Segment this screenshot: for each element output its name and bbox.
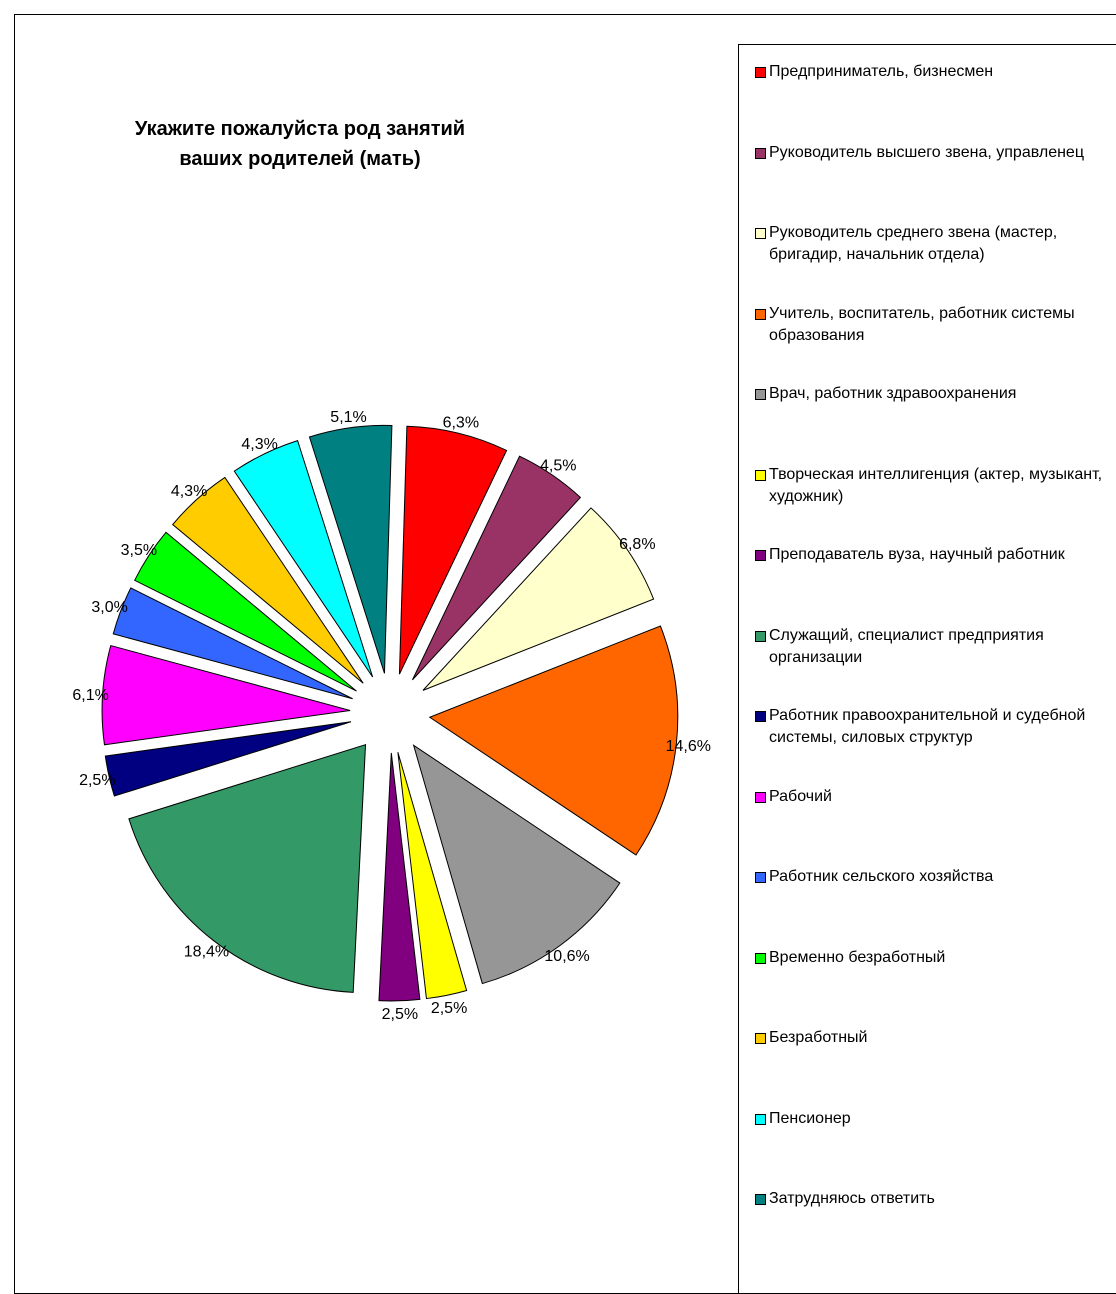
legend-label: Врач, работник здравоохранения bbox=[769, 385, 1017, 402]
legend-label: Предприниматель, бизнесмен bbox=[769, 63, 994, 80]
pie-slice bbox=[128, 743, 367, 993]
legend-swatch bbox=[755, 469, 766, 481]
pie-slice bbox=[397, 752, 468, 1000]
legend-label: Руководитель среднего звена (мастер, бри… bbox=[769, 224, 1058, 263]
slice-label: 2,5% bbox=[431, 1000, 467, 1017]
pie-slice bbox=[412, 744, 621, 985]
pie-chart: 6,3% 4,5% 6,8% 14,6% 10,6% 2,5% 2,5% 18,4% 2,5% 6… bbox=[72, 409, 711, 1023]
legend-swatch bbox=[755, 308, 766, 320]
legend-swatch bbox=[755, 1033, 766, 1044]
legend-swatch bbox=[755, 147, 766, 159]
slice-label: 14,6% bbox=[666, 738, 711, 755]
legend-label: Служащий, специалист предприятия организ… bbox=[769, 626, 1044, 666]
chart-title: Укажите пожалуйста род занятий ваших род… bbox=[134, 118, 466, 170]
slice-label: 2,5% bbox=[382, 1006, 418, 1023]
legend-label: Работник сельского хозяйства bbox=[769, 868, 994, 885]
legend-item: Врач, работник здравоохранения bbox=[755, 383, 1116, 405]
pie-slice bbox=[104, 721, 352, 797]
slice-label: 18,4% bbox=[184, 943, 229, 960]
legend-swatch bbox=[755, 550, 766, 561]
legend-label: Учитель, воспитатель, работник системы о… bbox=[769, 304, 1075, 344]
legend-label: Затрудняюсь ответить bbox=[769, 1190, 935, 1207]
pie-slice bbox=[378, 752, 421, 1002]
legend-swatch bbox=[755, 228, 766, 239]
legend-item: Работник сельского хозяйства bbox=[755, 866, 1116, 888]
legend-item: Пенсионер bbox=[755, 1108, 1116, 1130]
pie-slice bbox=[133, 531, 357, 692]
slice-label: 2,5% bbox=[79, 772, 115, 789]
legend-item: Руководитель среднего звена (мастер, бри… bbox=[755, 222, 1116, 266]
legend-item: Служащий, специалист предприятия организ… bbox=[755, 625, 1116, 669]
pie-slice bbox=[112, 587, 353, 700]
legend-label: Работник правоохранительной и судебной с… bbox=[769, 707, 1086, 746]
legend-swatch bbox=[755, 1113, 766, 1125]
pie-slice bbox=[398, 425, 508, 675]
legend-swatch bbox=[755, 952, 766, 964]
legend-item: Безработный bbox=[755, 1027, 1116, 1049]
slice-label: 3,0% bbox=[91, 599, 127, 616]
legend-label: Временно безработный bbox=[769, 948, 946, 966]
legend-label: Рабочий bbox=[769, 787, 832, 805]
legend-swatch bbox=[755, 1194, 766, 1205]
legend-item: Временно безработный bbox=[755, 947, 1116, 969]
legend-swatch bbox=[755, 67, 766, 78]
slice-label: 4,5% bbox=[540, 458, 576, 475]
slice-label: 3,5% bbox=[121, 542, 157, 559]
pie-slice bbox=[101, 644, 351, 746]
legend-label: Творческая интеллигенция (актер, музыкан… bbox=[769, 465, 1103, 505]
legend: Предприниматель, бизнесмен Руководитель в… bbox=[738, 44, 1116, 1294]
slice-label: 6,8% bbox=[619, 536, 655, 553]
slice-label: 4,3% bbox=[241, 436, 277, 453]
legend-item: Затрудняюсь ответить bbox=[755, 1188, 1116, 1210]
legend-label: Руководитель высшего звена, управленец bbox=[769, 143, 1084, 161]
legend-item: Рабочий bbox=[755, 786, 1116, 808]
pie-slice bbox=[233, 439, 374, 678]
pie-slice bbox=[422, 507, 655, 691]
legend-label: Пенсионер bbox=[769, 1109, 851, 1127]
legend-label: Безработный bbox=[769, 1029, 868, 1046]
legend-swatch bbox=[755, 630, 766, 642]
legend-swatch bbox=[755, 791, 766, 803]
slice-label: 6,3% bbox=[443, 414, 479, 431]
legend-item: Преподаватель вуза, научный работник bbox=[755, 544, 1116, 566]
pie-slice bbox=[428, 625, 679, 856]
slice-label: 6,1% bbox=[72, 687, 108, 704]
pie-slice bbox=[308, 424, 393, 674]
legend-item: Предприниматель, бизнесмен bbox=[755, 61, 1116, 83]
legend-item: Руководитель высшего звена, управленец bbox=[755, 142, 1116, 164]
slice-label: 4,3% bbox=[171, 483, 207, 500]
legend-item: Работник правоохранительной и судебной с… bbox=[755, 705, 1116, 749]
pie-slice bbox=[411, 455, 582, 681]
legend-swatch bbox=[755, 872, 766, 883]
legend-swatch bbox=[755, 389, 766, 400]
legend-item: Учитель, воспитатель, работник системы о… bbox=[755, 303, 1116, 347]
legend-item: Творческая интеллигенция (актер, музыкан… bbox=[755, 464, 1116, 508]
slice-label: 10,6% bbox=[544, 948, 589, 965]
slice-label: 5,1% bbox=[330, 409, 366, 426]
legend-label: Преподаватель вуза, научный работник bbox=[769, 546, 1065, 563]
pie-slice bbox=[171, 476, 364, 684]
legend-swatch bbox=[755, 711, 766, 722]
